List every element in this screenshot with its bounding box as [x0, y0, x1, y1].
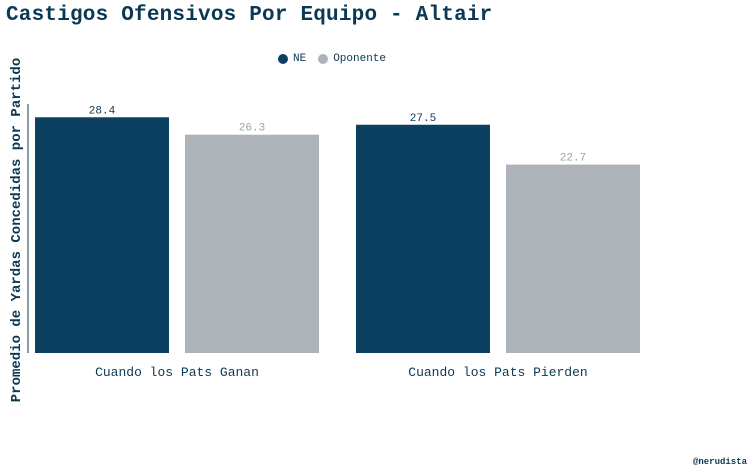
legend: NE Oponente — [278, 53, 398, 65]
bar-ne-0 — [35, 117, 169, 353]
bar-ne-1 — [356, 124, 490, 353]
legend-marker-ne — [278, 54, 288, 64]
bar-oponente-0 — [185, 134, 319, 353]
legend-item-oponente: Oponente — [318, 53, 386, 65]
data-label-ne-0: 28.4 — [89, 105, 116, 117]
data-label-oponente-0: 26.3 — [239, 123, 265, 135]
data-label-oponente-1: 22.7 — [560, 153, 586, 165]
chart-title: Castigos Ofensivos Por Equipo - Altair — [6, 4, 493, 27]
legend-label-oponente: Oponente — [333, 53, 387, 65]
x-tick-label-0: Cuando los Pats Ganan — [95, 365, 259, 380]
x-tick-label-1: Cuando los Pats Pierden — [408, 365, 587, 380]
bar-oponente-1 — [506, 164, 640, 353]
data-label-ne-1: 27.5 — [410, 113, 436, 125]
legend-marker-oponente — [318, 54, 329, 64]
credit-label: @nerudista — [692, 457, 747, 467]
legend-label-ne: NE — [293, 53, 307, 65]
legend-item-ne: NE — [278, 53, 306, 65]
